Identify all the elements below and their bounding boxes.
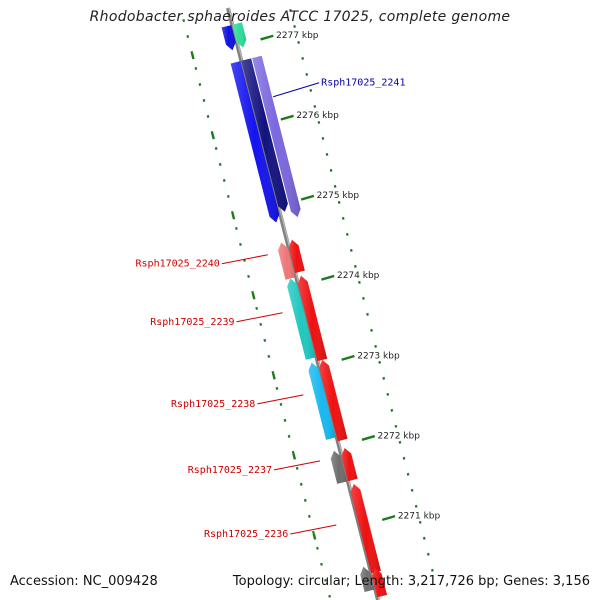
accession-text: Accession: NC_009428 — [10, 574, 158, 589]
svg-text:Rsph17025_2239: Rsph17025_2239 — [150, 317, 234, 328]
svg-text:Rsph17025_2240: Rsph17025_2240 — [136, 259, 220, 270]
green-gene-feature[interactable] — [232, 22, 247, 48]
rsph17025_2237-feature[interactable] — [330, 450, 347, 484]
ruler: 2277 kbp 2276 kbp 2275 kbp 2274 kbp 2273 kbp… — [260, 31, 441, 521]
red-gene-c-feature[interactable] — [319, 359, 348, 442]
svg-text:Rsph17025_2238: Rsph17025_2238 — [171, 399, 255, 410]
gene-label-rsph17025_2239[interactable]: Rsph17025_2239 — [150, 312, 283, 328]
red-gene-a-feature[interactable] — [288, 239, 305, 273]
ruler-label: 2277 kbp — [276, 31, 319, 41]
gene-labels: Rsph17025_2241 Rsph17025_2240 Rsph17025_22… — [136, 78, 406, 540]
svg-text:Rsph17025_2237: Rsph17025_2237 — [188, 465, 272, 476]
rsph17025_2236-feature[interactable] — [350, 484, 381, 574]
rsph17025_2238-feature[interactable] — [308, 362, 336, 440]
red-gene-b-feature[interactable] — [297, 275, 328, 362]
gene-label-rsph17025_2237[interactable]: Rsph17025_2237 — [188, 460, 321, 476]
red-gene-d-feature[interactable] — [341, 448, 358, 482]
ruler-tick-2277: 2277 kbp — [260, 31, 319, 41]
rsph17025_2240-feature[interactable] — [278, 242, 296, 280]
rsph17025_2239-feature[interactable] — [287, 278, 316, 360]
ruler-label: 2272 kbp — [378, 431, 421, 441]
ruler-label: 2273 kbp — [357, 351, 400, 361]
ruler-label: 2271 kbp — [398, 511, 441, 521]
ruler-tick-2272: 2272 kbp — [361, 431, 421, 441]
ruler-tick-2274: 2274 kbp — [321, 271, 380, 281]
svg-text:Rsph17025_2241: Rsph17025_2241 — [321, 78, 405, 89]
blue-gene-large-feature[interactable] — [230, 61, 280, 223]
rsph17025_2241-feature[interactable] — [252, 55, 301, 218]
gene-label-rsph17025_2241[interactable]: Rsph17025_2241 — [273, 78, 405, 98]
svg-text:Rsph17025_2236: Rsph17025_2236 — [204, 529, 288, 540]
gene-features — [221, 22, 387, 598]
navy-gene-feature[interactable] — [241, 58, 288, 212]
ruler-label: 2274 kbp — [337, 271, 380, 281]
ruler-tick-2275: 2275 kbp — [300, 191, 360, 201]
gene-label-rsph17025_2240[interactable]: Rsph17025_2240 — [136, 254, 268, 270]
gene-label-rsph17025_2238[interactable]: Rsph17025_2238 — [171, 394, 304, 410]
ruler-tick-2273: 2273 kbp — [341, 351, 400, 361]
ruler-tick-2276: 2276 kbp — [280, 111, 339, 121]
blue-gene-top-feature[interactable] — [221, 25, 236, 51]
ruler-label: 2276 kbp — [296, 111, 339, 121]
ruler-tick-2271: 2271 kbp — [381, 511, 441, 521]
gene-label-rsph17025_2236[interactable]: Rsph17025_2236 — [204, 524, 337, 540]
red-gene-bottom-feature[interactable] — [371, 568, 387, 598]
map-title: Rhodobacter sphaeroides ATCC 17025, comp… — [89, 9, 511, 25]
grey-gene-bottom-feature[interactable] — [360, 566, 375, 592]
dotted-guides — [182, 8, 434, 598]
ruler-label: 2275 kbp — [317, 191, 360, 201]
genome-stats: Topology: circular; Length: 3,217,726 bp… — [232, 574, 590, 589]
